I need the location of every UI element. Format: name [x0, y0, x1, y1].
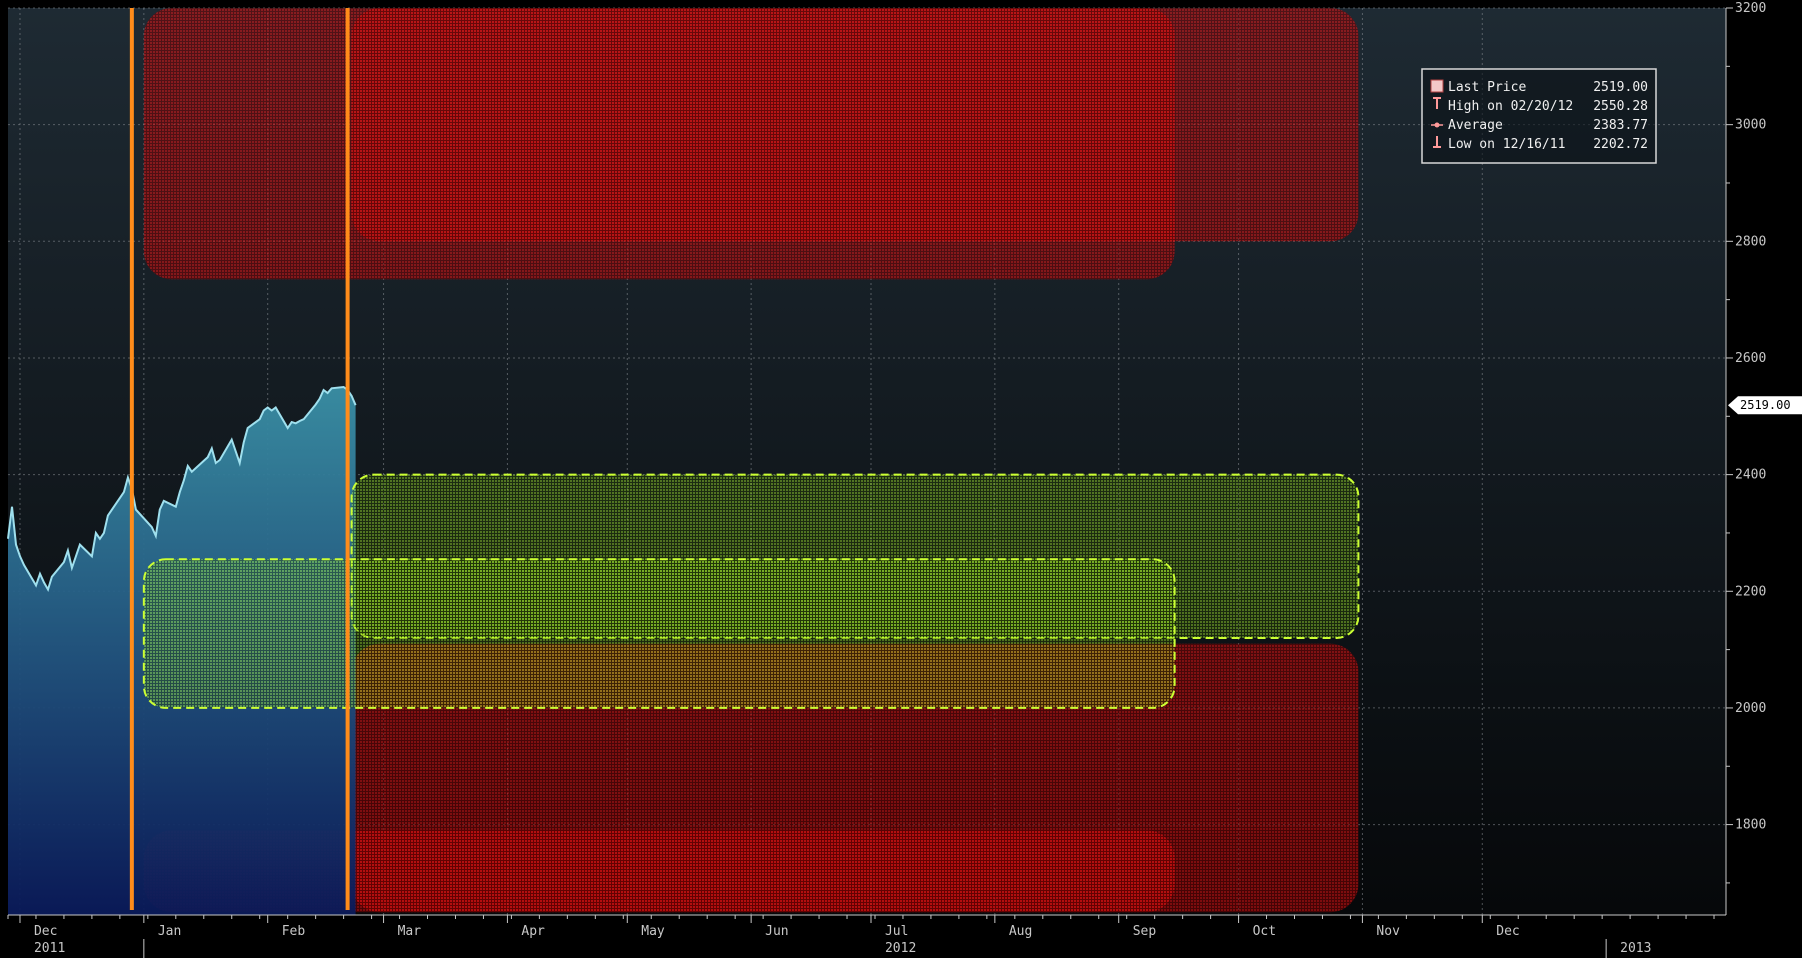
x-month-label: Aug	[1009, 924, 1032, 939]
red-zone	[351, 8, 1359, 242]
x-month-label: Apr	[521, 924, 545, 939]
legend-box	[1421, 68, 1657, 164]
x-month-label: Feb	[282, 924, 306, 939]
y-tick-label: 2200	[1735, 584, 1766, 599]
x-axis: Dec Jan Feb Mar Apr May Jun Jul Aug Sep Oct Nov Dec 2…	[7, 914, 1726, 958]
legend-value-average: 2383.77	[1593, 118, 1648, 133]
area-swatch-icon	[1430, 79, 1444, 93]
high-marker-icon	[1433, 97, 1441, 109]
legend-label-high: High on 02/20/12	[1448, 99, 1573, 114]
x-month-label: May	[641, 924, 665, 939]
red-zone	[143, 830, 1175, 913]
legend-label-low: Low on 12/16/11	[1448, 137, 1565, 152]
average-marker-icon	[1431, 122, 1443, 128]
y-tick-label: 3000	[1735, 118, 1766, 133]
y-tick-label: 2000	[1735, 701, 1766, 716]
low-marker-icon	[1433, 136, 1441, 148]
last-price-flag-shape	[1728, 396, 1802, 415]
legend: Last Price 2519.00 High on 02/20/12 2550…	[1421, 68, 1657, 164]
y-axis: 1800 2000 2200 2400 2600 2800 3000 3200	[1725, 1, 1766, 915]
y-tick-label: 2400	[1735, 468, 1766, 483]
x-year-label: 2012	[885, 941, 916, 956]
y-tick-label: 3200	[1735, 1, 1766, 16]
legend-label-last-price: Last Price	[1448, 80, 1526, 95]
legend-label-average: Average	[1448, 118, 1503, 133]
last-price-flag: 2519.00	[1728, 396, 1802, 415]
x-month-label: Jun	[765, 924, 788, 939]
green-zone	[142, 558, 1176, 709]
x-month-label: Dec	[34, 924, 57, 939]
y-tick-label: 1800	[1735, 818, 1766, 833]
x-month-label: Oct	[1253, 924, 1276, 939]
x-month-label: Jul	[885, 924, 908, 939]
price-line	[7, 385, 357, 593]
last-price-flag-label: 2519.00	[1740, 398, 1791, 412]
right-axis-background	[1726, 8, 1802, 958]
legend-value-last-price: 2519.00	[1593, 80, 1648, 95]
vertical-markers	[129, 8, 350, 910]
y-tick-label: 2600	[1735, 351, 1766, 366]
x-month-label: Mar	[398, 924, 422, 939]
legend-value-high: 2550.28	[1593, 99, 1648, 114]
x-year-label: 2013	[1620, 941, 1651, 956]
y-tick-label: 2800	[1735, 234, 1766, 249]
x-year-label: 2011	[34, 941, 65, 956]
x-month-label: Jan	[158, 924, 181, 939]
x-month-label: Dec	[1496, 924, 1519, 939]
green-zones	[142, 473, 1360, 709]
red-zones	[143, 8, 1359, 913]
x-month-label: Sep	[1133, 924, 1157, 939]
x-month-label: Nov	[1376, 924, 1400, 939]
bottom-axis-background	[0, 915, 1802, 958]
legend-value-low: 2202.72	[1593, 137, 1648, 152]
